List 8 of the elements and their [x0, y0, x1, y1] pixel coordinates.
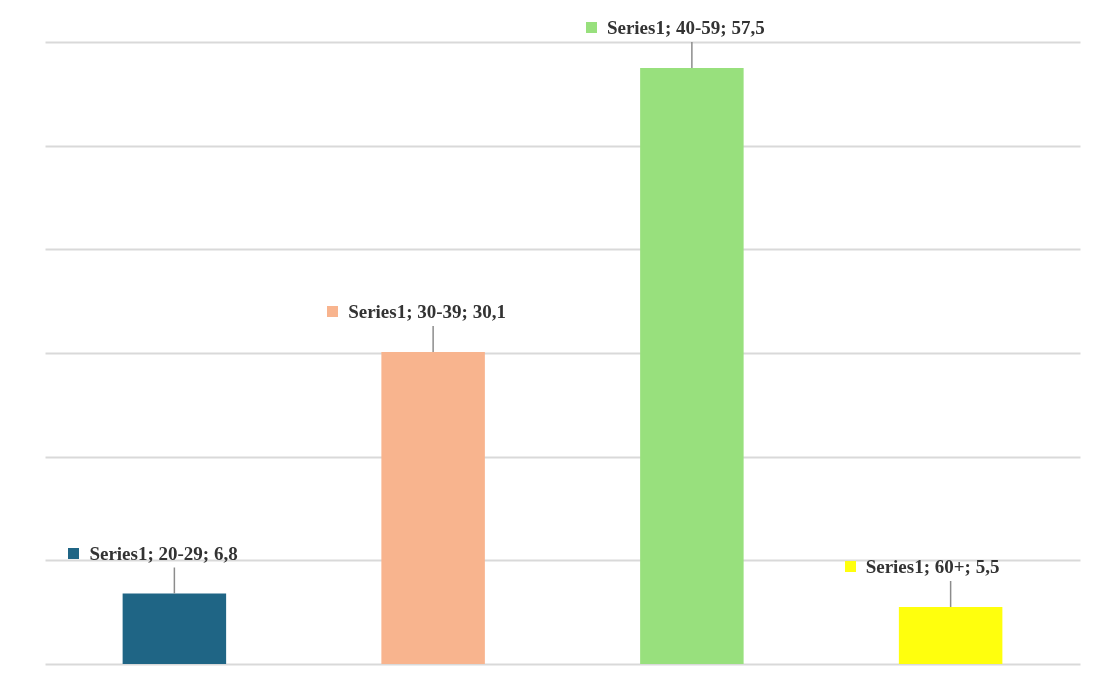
data-label: Series1; 20-29; 6,8	[89, 542, 238, 564]
bar	[381, 351, 485, 664]
bar	[898, 606, 1003, 664]
data-label: Series1; 60+; 5,5	[865, 555, 1000, 577]
bar	[122, 593, 227, 664]
data-label: Series1; 40-59; 57,5	[606, 16, 765, 38]
data-label: Series1; 30-39; 30,1	[348, 300, 506, 322]
bar	[640, 67, 744, 664]
